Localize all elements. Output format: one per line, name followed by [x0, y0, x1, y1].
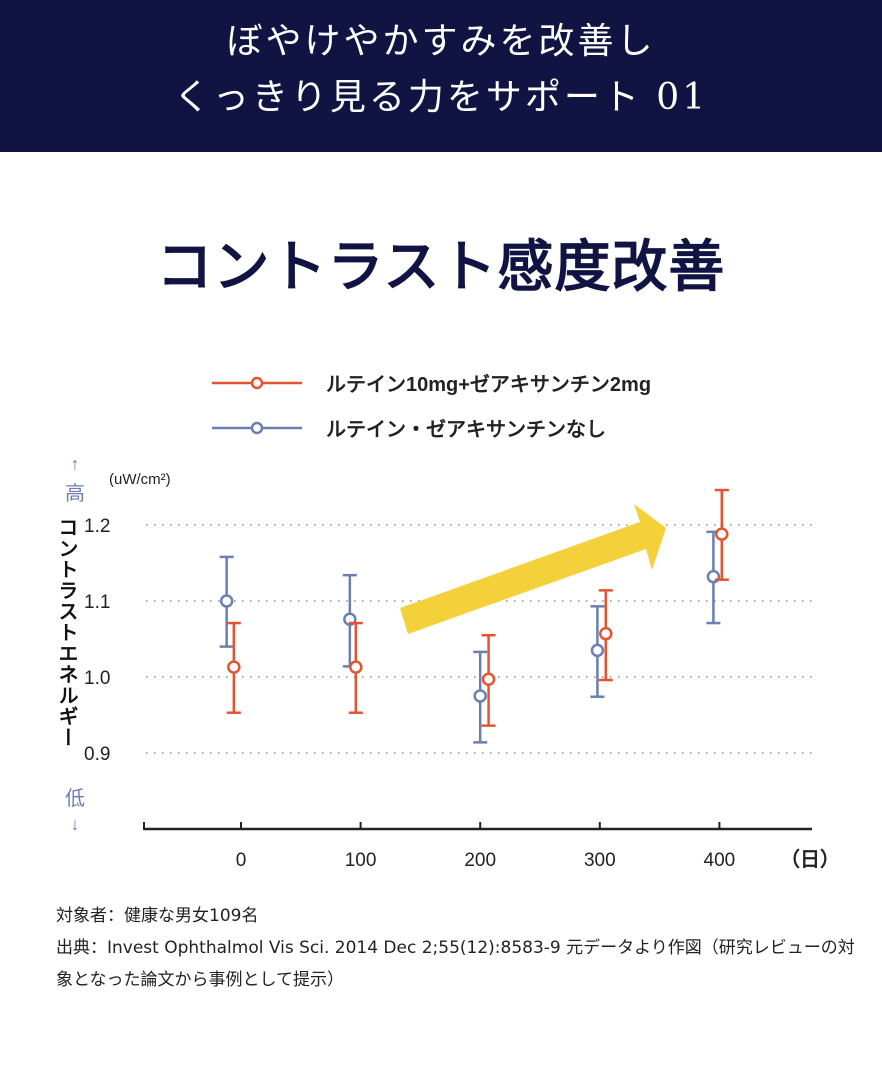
up-arrow-icon: ↑: [71, 454, 80, 474]
x-tick-label: 300: [584, 850, 616, 871]
x-tick-label: 0: [236, 850, 247, 871]
y-axis-label: コントラストエネルギー: [55, 517, 77, 748]
y-tick-label: 0.9: [84, 744, 110, 765]
x-unit-label: （日）: [780, 848, 840, 871]
y-tick-label: 1.0: [84, 668, 110, 689]
legend-label: ルテイン10mg+ゼアキサンチン2mg: [326, 372, 651, 396]
header-banner: ぼやけやかすみを改善し くっきり見る力をサポート 01: [0, 0, 882, 152]
data-point: [227, 660, 241, 674]
y-unit-label: (uW/cm²): [109, 471, 171, 488]
data-point: [349, 660, 363, 674]
page-title: コントラスト感度改善: [156, 234, 726, 300]
x-tick-label: 400: [704, 850, 736, 871]
data-point: [219, 594, 234, 608]
legend-marker: [250, 376, 264, 390]
y-tick-label: 1.2: [84, 516, 110, 537]
footnotes: 対象者：健康な男女109名 出典：Invest Ophthalmol Vis S…: [56, 900, 856, 996]
y-high-label: 高: [65, 482, 85, 505]
data-point: [590, 643, 605, 658]
header-line-2: くっきり見る力をサポート 01: [173, 77, 709, 118]
data-point: [481, 672, 496, 687]
data-point: [473, 689, 487, 703]
y-tick-label: 1.1: [84, 592, 110, 613]
source-note: 出典：Invest Ophthalmol Vis Sci. 2014 Dec 2…: [56, 938, 855, 990]
data-point: [715, 527, 729, 541]
x-tick-label: 100: [345, 850, 377, 871]
subjects-note: 対象者：健康な男女109名: [56, 906, 259, 926]
data-point: [599, 626, 613, 641]
legend-label: ルテイン・ゼアキサンチンなし: [326, 417, 606, 441]
y-low-label: 低: [65, 787, 85, 810]
x-tick-label: 200: [464, 850, 496, 871]
legend-marker: [250, 421, 264, 435]
down-arrow-icon: ↓: [71, 814, 80, 834]
trend-arrow-icon: [400, 504, 666, 634]
header-line-1: ぼやけやかすみを改善し: [226, 21, 656, 62]
